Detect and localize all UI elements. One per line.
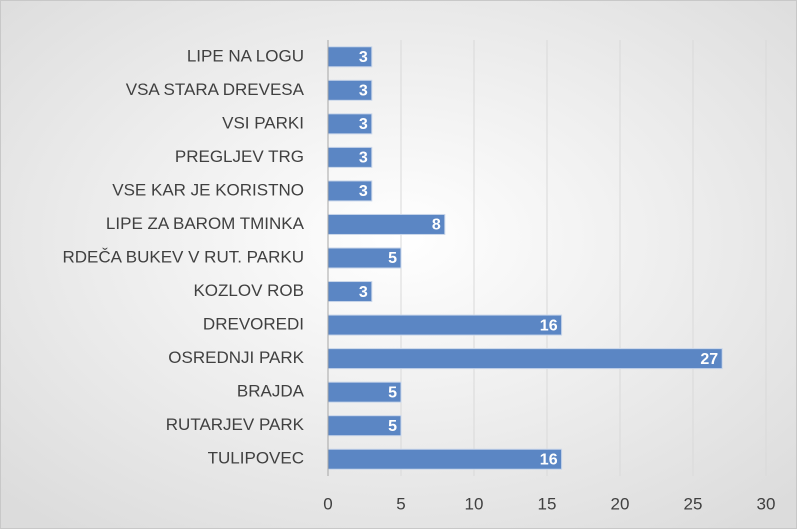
data-label: 5 <box>388 418 397 435</box>
y-tick-label: LIPE NA LOGU <box>187 46 304 65</box>
y-tick-label: BRAJDA <box>237 382 305 401</box>
data-label: 5 <box>388 250 397 267</box>
y-tick-label: VSE KAR JE KORISTNO <box>112 180 304 199</box>
data-label: 3 <box>359 116 368 133</box>
data-label: 3 <box>359 183 368 200</box>
y-tick-label: OSREDNJI PARK <box>168 348 304 367</box>
bar <box>327 348 723 370</box>
y-tick-label: TULIPOVEC <box>208 449 304 468</box>
y-tick-label: VSA STARA DREVESA <box>126 80 305 99</box>
x-tick-label: 25 <box>684 494 703 513</box>
bar <box>327 213 446 235</box>
data-label: 16 <box>540 317 558 334</box>
x-tick-label: 0 <box>323 494 332 513</box>
y-tick-label: RDEČA BUKEV V RUT. PARKU <box>62 247 304 266</box>
x-tick-label: 30 <box>757 494 776 513</box>
data-label: 3 <box>359 150 368 167</box>
data-label: 3 <box>359 284 368 301</box>
bar <box>327 314 563 336</box>
data-label: 3 <box>359 83 368 100</box>
data-label: 8 <box>432 217 441 234</box>
x-tick-label: 15 <box>538 494 557 513</box>
y-tick-label: RUTARJEV PARK <box>166 415 305 434</box>
data-label: 5 <box>388 384 397 401</box>
data-label: 16 <box>540 451 558 468</box>
bar <box>327 448 563 470</box>
y-tick-label: DREVOREDI <box>203 315 304 334</box>
y-tick-label: LIPE ZA BAROM TMINKA <box>106 214 305 233</box>
y-tick-label: PREGLJEV TRG <box>175 147 304 166</box>
x-tick-label: 10 <box>465 494 484 513</box>
data-label: 3 <box>359 49 368 66</box>
y-tick-label: KOZLOV ROB <box>193 281 304 300</box>
x-tick-label: 5 <box>396 494 405 513</box>
data-label: 27 <box>700 351 718 368</box>
y-tick-label: VSI PARKI <box>222 113 304 132</box>
x-tick-label: 20 <box>611 494 630 513</box>
